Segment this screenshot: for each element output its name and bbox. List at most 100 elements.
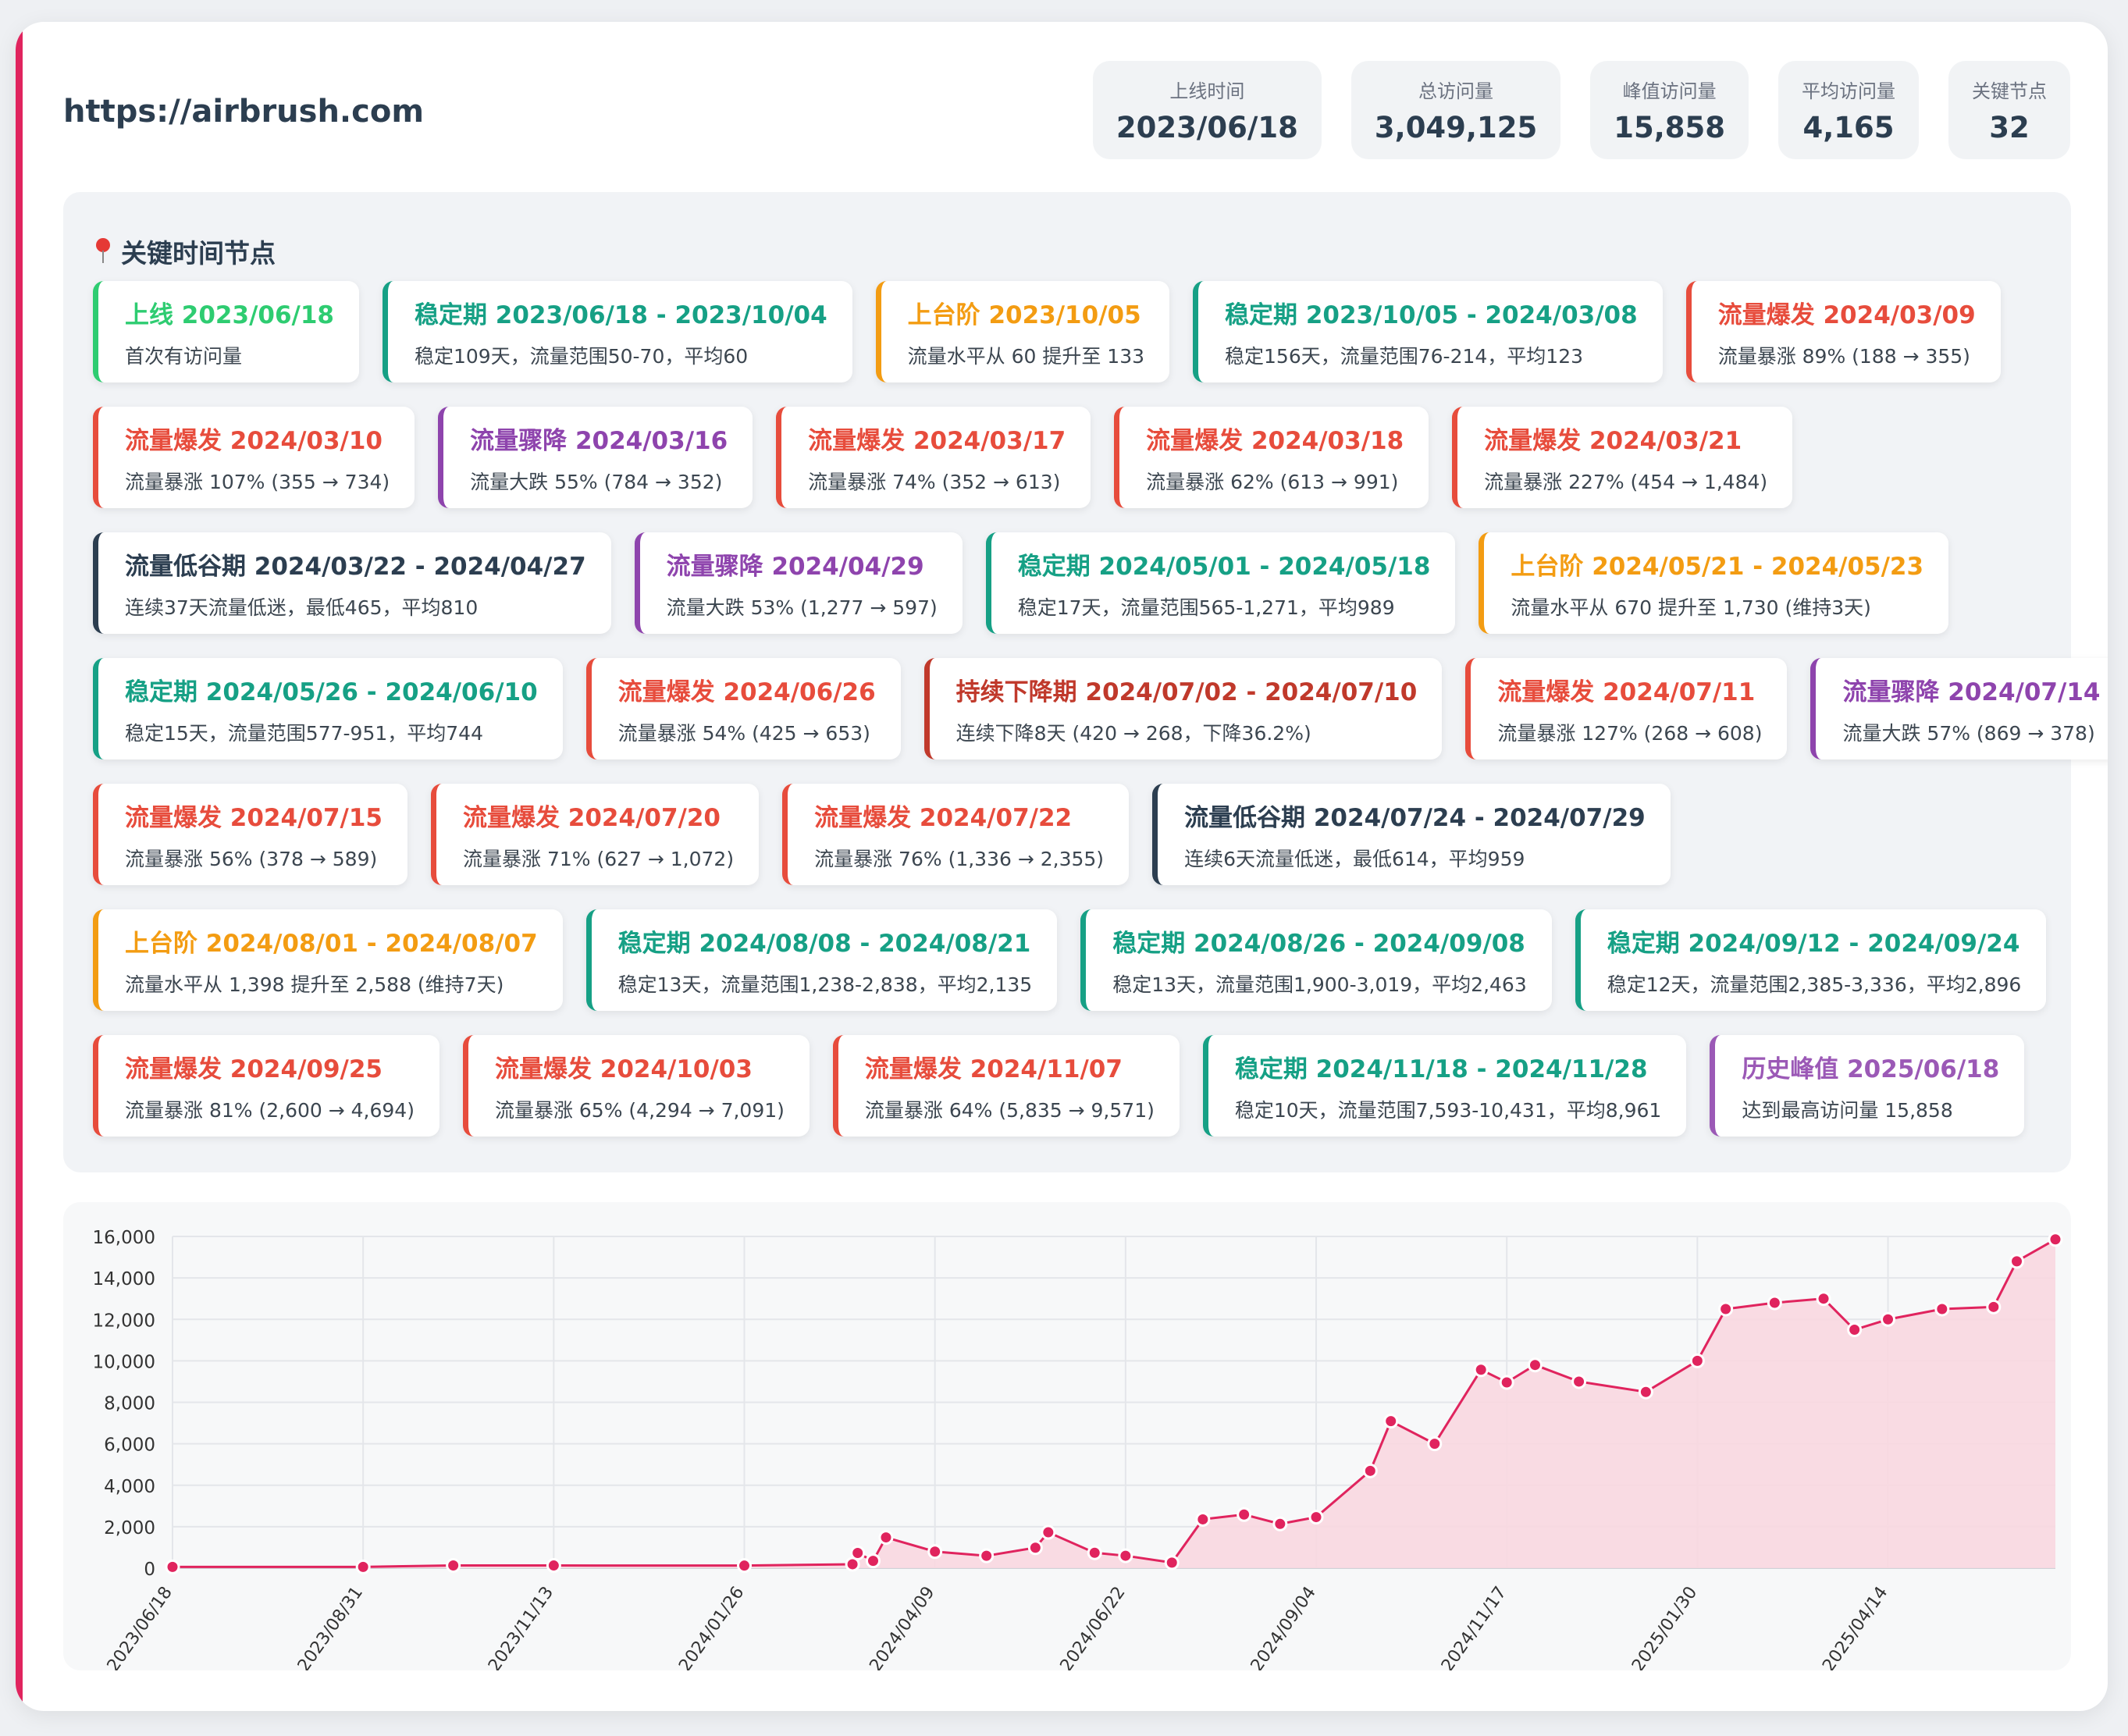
event-card-launch[interactable]: 上线 2023/06/18 首次有访问量 <box>93 281 359 382</box>
event-description: 稳定15天，流量范围577-951，平均744 <box>125 721 483 745</box>
event-card-burst[interactable]: 流量爆发 2024/03/21 流量暴涨 227% (454 → 1,484) <box>1452 407 1793 508</box>
event-title: 流量爆发 2024/03/18 <box>1146 426 1404 455</box>
event-description: 稳定156天，流量范围76-214，平均123 <box>1225 344 1584 368</box>
event-card-burst[interactable]: 流量爆发 2024/07/11 流量暴涨 127% (268 → 608) <box>1465 658 1788 760</box>
data-point <box>2009 1254 2025 1269</box>
event-card-stable[interactable]: 稳定期 2024/05/01 - 2024/05/18 稳定17天，流量范围565… <box>985 532 1456 634</box>
event-card-burst[interactable]: 流量爆发 2024/03/17 流量暴涨 74% (352 → 613) <box>776 407 1091 508</box>
event-card-stable[interactable]: 稳定期 2024/11/18 - 2024/11/28 稳定10天，流量范围7,5… <box>1202 1035 1687 1137</box>
event-card-step[interactable]: 上台阶 2024/05/21 - 2024/05/23 流量水平从 670 提升至… <box>1479 532 1949 634</box>
event-card-burst[interactable]: 流量爆发 2024/07/22 流量暴涨 76% (1,336 → 2,355) <box>782 784 1130 885</box>
event-title: 上台阶 2024/08/01 - 2024/08/07 <box>125 929 538 958</box>
data-point <box>878 1530 894 1546</box>
data-point <box>1847 1322 1863 1338</box>
event-card-drop[interactable]: 流量骤降 2024/03/16 流量大跌 55% (784 → 352) <box>438 407 753 508</box>
event-card-burst[interactable]: 流量爆发 2024/03/09 流量暴涨 89% (188 → 355) <box>1685 281 2001 382</box>
data-point <box>1237 1507 1252 1522</box>
event-description: 流量暴涨 74% (352 → 613) <box>808 470 1061 493</box>
data-point <box>1027 1540 1043 1556</box>
data-point <box>1164 1555 1180 1571</box>
event-title: 流量低谷期 2024/07/24 - 2024/07/29 <box>1184 803 1646 832</box>
events-panel: 关键时间节点 上线 2023/06/18 首次有访问量 稳定期 2023/06/18… <box>63 192 2108 1172</box>
x-tick-label: 2025/04/14 <box>1819 1583 1891 1670</box>
event-description: 流量暴涨 64% (5,835 → 9,571) <box>864 1098 1155 1122</box>
event-description: 流量暴涨 89% (188 → 355) <box>1717 344 1970 368</box>
y-tick-label: 8,000 <box>104 1394 155 1414</box>
event-title: 历史峰值 2025/06/18 <box>1742 1055 2000 1083</box>
events-row: 上台阶 2024/08/01 - 2024/08/07 流量水平从 1,398 提… <box>93 909 2108 1011</box>
event-title: 稳定期 2024/08/08 - 2024/08/21 <box>617 929 1031 958</box>
data-point <box>1272 1516 1288 1531</box>
event-card-burst[interactable]: 流量爆发 2024/06/26 流量暴涨 54% (425 → 653) <box>585 658 901 760</box>
event-card-valley[interactable]: 流量低谷期 2024/03/22 - 2024/04/27 连续37天流量低迷，最… <box>93 532 611 634</box>
event-description: 流量暴涨 227% (454 → 1,484) <box>1484 470 1768 493</box>
y-tick-label: 14,000 <box>93 1269 155 1290</box>
data-point <box>1087 1545 1102 1560</box>
x-tick-label: 2024/04/09 <box>866 1583 938 1670</box>
event-description: 稳定17天，流量范围565-1,271，平均989 <box>1017 596 1395 619</box>
event-card-drop[interactable]: 流量骤降 2024/07/14 流量大跌 57% (869 → 378) <box>1810 658 2108 760</box>
event-card-burst[interactable]: 流量爆发 2024/03/18 流量暴涨 62% (613 → 991) <box>1114 407 1429 508</box>
event-card-burst[interactable]: 流量爆发 2024/03/10 流量暴涨 107% (355 → 734) <box>93 407 415 508</box>
event-description: 稳定109天，流量范围50-70，平均60 <box>415 344 749 368</box>
data-point <box>1934 1301 1950 1317</box>
data-point <box>1499 1375 1514 1390</box>
data-point <box>1527 1357 1543 1373</box>
data-point <box>1427 1436 1443 1452</box>
event-card-burst[interactable]: 流量爆发 2024/07/15 流量暴涨 56% (378 → 589) <box>93 784 407 885</box>
event-title: 稳定期 2024/09/12 - 2024/09/24 <box>1607 929 2020 958</box>
traffic-chart-panel: 0 2,000 4,000 6,000 8,000 10,000 12,000 14,000 1… <box>63 1202 2071 1670</box>
event-title: 上台阶 2024/05/21 - 2024/05/23 <box>1511 552 1924 581</box>
data-point <box>1767 1295 1782 1311</box>
event-card-stable[interactable]: 稳定期 2024/08/26 - 2024/09/08 稳定13天，流量范围1,9… <box>1080 909 1552 1011</box>
event-title: 流量爆发 2024/11/07 <box>864 1055 1123 1083</box>
event-card-stable[interactable]: 稳定期 2024/09/12 - 2024/09/24 稳定12天，流量范围2,3… <box>1575 909 2047 1011</box>
event-card-valley[interactable]: 流量低谷期 2024/07/24 - 2024/07/29 连续6天流量低迷，最低… <box>1152 784 1671 885</box>
event-card-burst[interactable]: 流量爆发 2024/11/07 流量暴涨 64% (5,835 → 9,571) <box>832 1035 1180 1137</box>
event-title: 流量爆发 2024/03/09 <box>1717 301 1976 329</box>
event-description: 稳定13天，流量范围1,900-3,019，平均2,463 <box>1112 973 1527 996</box>
event-description: 流量水平从 1,398 提升至 2,588 (维持7天) <box>125 973 504 996</box>
event-title: 稳定期 2024/05/26 - 2024/06/10 <box>125 678 538 706</box>
event-title: 流量爆发 2024/07/11 <box>1497 678 1756 706</box>
event-card-step[interactable]: 上台阶 2023/10/05 流量水平从 60 提升至 133 <box>875 281 1170 382</box>
event-description: 首次有访问量 <box>125 344 243 368</box>
event-description: 流量暴涨 107% (355 → 734) <box>125 470 390 493</box>
event-card-stable[interactable]: 稳定期 2024/08/08 - 2024/08/21 稳定13天，流量范围1,2… <box>585 909 1058 1011</box>
event-title: 上线 2023/06/18 <box>125 301 334 329</box>
data-point <box>1571 1374 1587 1389</box>
events-row: 稳定期 2024/05/26 - 2024/06/10 稳定15天，流量范围577… <box>93 658 2108 760</box>
event-card-stable[interactable]: 稳定期 2023/10/05 - 2024/03/08 稳定156天，流量范围76… <box>1193 281 1663 382</box>
event-title: 流量爆发 2024/06/26 <box>617 678 876 706</box>
site-url[interactable]: https://airbrush.com <box>63 94 424 130</box>
event-title: 流量低谷期 2024/03/22 - 2024/04/27 <box>125 552 586 581</box>
event-description: 达到最高访问量 15,858 <box>1742 1098 1953 1122</box>
events-row: 流量爆发 2024/09/25 流量暴涨 81% (2,600 → 4,694) 流… <box>93 1035 2108 1137</box>
data-point <box>1195 1511 1211 1527</box>
event-card-step[interactable]: 上台阶 2024/08/01 - 2024/08/07 流量水平从 1,398 提… <box>93 909 563 1011</box>
event-title: 流量爆发 2024/10/03 <box>494 1055 753 1083</box>
event-card-drop[interactable]: 流量骤降 2024/04/29 流量大跌 53% (1,277 → 597) <box>634 532 963 634</box>
events-row: 流量低谷期 2024/03/22 - 2024/04/27 连续37天流量低迷，最… <box>93 532 2108 634</box>
site-card: https://airbrush.com 上线时间 2023/06/18 总访问… <box>16 22 2108 1711</box>
data-point <box>927 1544 943 1560</box>
event-title: 流量爆发 2024/07/22 <box>814 803 1073 832</box>
event-title: 稳定期 2024/08/26 - 2024/09/08 <box>1112 929 1525 958</box>
event-card-burst[interactable]: 流量爆发 2024/09/25 流量暴涨 81% (2,600 → 4,694) <box>93 1035 439 1137</box>
event-card-burst[interactable]: 流量爆发 2024/07/20 流量暴涨 71% (627 → 1,072) <box>431 784 760 885</box>
event-description: 流量大跌 53% (1,277 → 597) <box>666 596 938 619</box>
stat-label: 总访问量 <box>1418 80 1494 102</box>
event-card-stable[interactable]: 稳定期 2024/05/26 - 2024/06/10 稳定15天，流量范围577… <box>93 658 563 760</box>
event-title: 流量骤降 2024/04/29 <box>666 552 924 581</box>
y-tick-label: 12,000 <box>93 1311 155 1331</box>
event-title: 持续下降期 2024/07/02 - 2024/07/10 <box>955 678 1418 706</box>
stat-value: 2023/06/18 <box>1116 111 1298 144</box>
event-title: 稳定期 2024/05/01 - 2024/05/18 <box>1017 552 1431 581</box>
stat-label: 平均访问量 <box>1802 80 1895 102</box>
data-point <box>1638 1384 1653 1400</box>
event-card-burst[interactable]: 流量爆发 2024/10/03 流量暴涨 65% (4,294 → 7,091) <box>462 1035 810 1137</box>
event-card-peak[interactable]: 历史峰值 2025/06/18 达到最高访问量 15,858 <box>1710 1035 2025 1137</box>
event-card-decline[interactable]: 持续下降期 2024/07/02 - 2024/07/10 连续下降8天 (420… <box>923 658 1443 760</box>
event-description: 流量大跌 55% (784 → 352) <box>470 470 723 493</box>
event-card-stable[interactable]: 稳定期 2023/06/18 - 2023/10/04 稳定109天，流量范围50… <box>383 281 852 382</box>
